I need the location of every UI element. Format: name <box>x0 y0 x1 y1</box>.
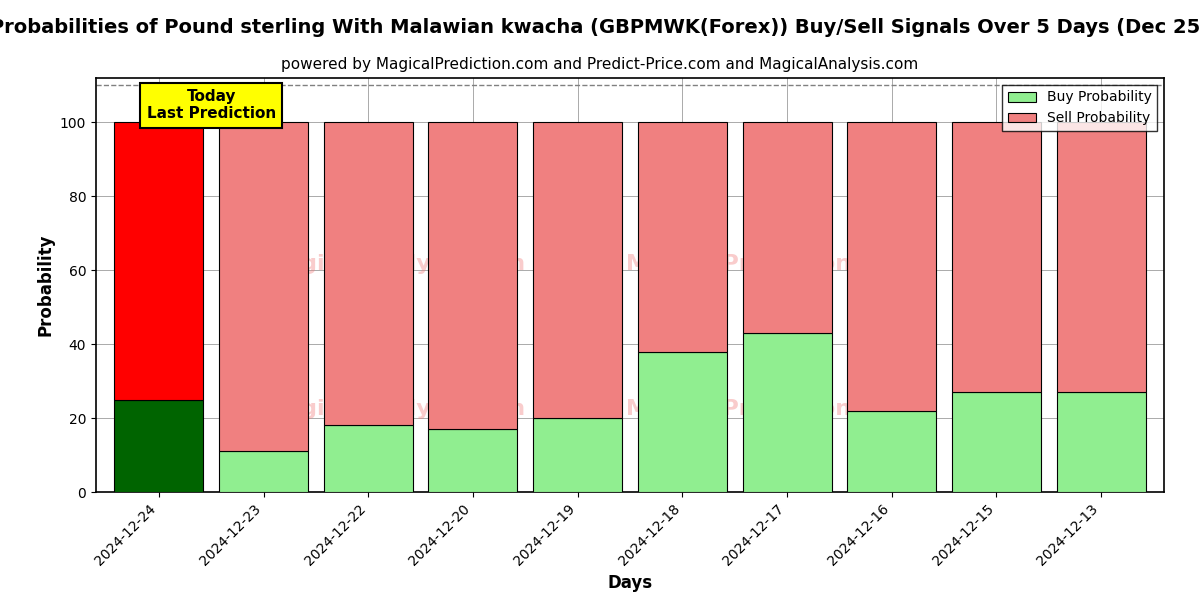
Text: Probabilities of Pound sterling With Malawian kwacha (GBPMWK(Forex)) Buy/Sell Si: Probabilities of Pound sterling With Mal… <box>0 18 1200 37</box>
Bar <box>220 122 308 451</box>
Bar <box>114 400 203 492</box>
Text: powered by MagicalPrediction.com and Predict-Price.com and MagicalAnalysis.com: powered by MagicalPrediction.com and Pre… <box>281 57 919 72</box>
Bar <box>324 425 413 492</box>
Bar <box>743 122 832 333</box>
Text: MagicalAnalysis.com: MagicalAnalysis.com <box>264 254 526 274</box>
Bar <box>638 352 727 492</box>
Bar <box>952 122 1040 392</box>
Bar <box>847 410 936 492</box>
Text: MagicalPrediction.com: MagicalPrediction.com <box>626 399 912 419</box>
Bar <box>533 418 622 492</box>
Bar <box>952 392 1040 492</box>
Bar <box>847 122 936 410</box>
Text: MagicalPrediction.com: MagicalPrediction.com <box>626 254 912 274</box>
Bar <box>743 333 832 492</box>
Bar <box>324 122 413 425</box>
Text: MagicalAnalysis.com: MagicalAnalysis.com <box>264 399 526 419</box>
Legend: Buy Probability, Sell Probability: Buy Probability, Sell Probability <box>1002 85 1157 131</box>
Bar <box>1057 122 1146 392</box>
Bar <box>428 429 517 492</box>
Bar <box>220 451 308 492</box>
Bar <box>533 122 622 418</box>
Y-axis label: Probability: Probability <box>36 234 54 336</box>
Bar <box>1057 392 1146 492</box>
Text: Today
Last Prediction: Today Last Prediction <box>146 89 276 121</box>
Bar <box>114 122 203 400</box>
Bar <box>638 122 727 352</box>
Bar <box>428 122 517 429</box>
X-axis label: Days: Days <box>607 574 653 592</box>
